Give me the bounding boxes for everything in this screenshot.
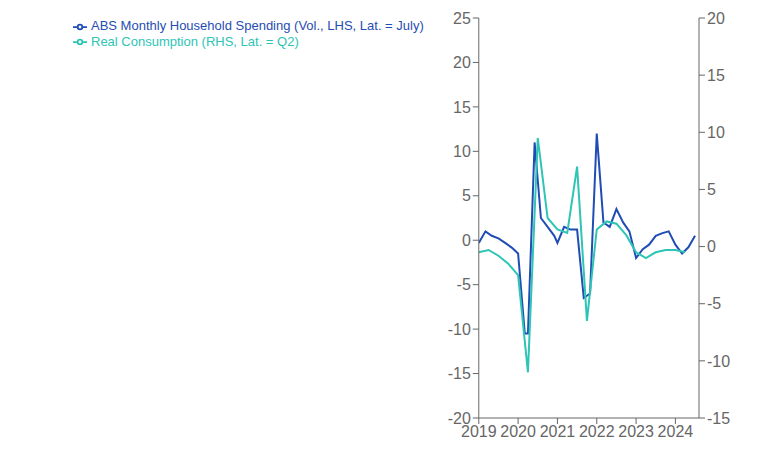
svg-text:-15: -15 — [448, 365, 471, 382]
svg-text:2020: 2020 — [500, 423, 536, 440]
svg-text:-5: -5 — [457, 276, 471, 293]
svg-text:0: 0 — [707, 238, 716, 255]
svg-text:2021: 2021 — [540, 423, 576, 440]
svg-text:2019: 2019 — [461, 423, 497, 441]
svg-text:15: 15 — [453, 99, 471, 116]
svg-text:2023: 2023 — [618, 423, 654, 440]
svg-text:-5: -5 — [707, 295, 721, 312]
svg-text:10: 10 — [707, 124, 725, 141]
svg-text:-15: -15 — [707, 410, 730, 427]
svg-text:15: 15 — [707, 67, 725, 84]
svg-text:-20: -20 — [448, 410, 471, 427]
html-text:ABS Monthly Household Spending: ABS Monthly Household Spending (Vol., LH… — [91, 18, 424, 33]
html-text:Real Consumption (RHS, Lat. =: Real Consumption (RHS, Lat. = Q2) — [91, 33, 299, 49]
svg-text:20: 20 — [453, 54, 471, 71]
svg-text:2024: 2024 — [658, 423, 694, 440]
svg-text:25: 25 — [453, 10, 471, 27]
svg-text:-10: -10 — [707, 353, 730, 370]
svg-text:5: 5 — [707, 181, 716, 198]
svg-text:5: 5 — [462, 187, 471, 204]
svg-text:-10: -10 — [448, 321, 471, 338]
svg-text:2022: 2022 — [579, 423, 615, 440]
svg-text:0: 0 — [462, 232, 471, 249]
svg-text:20: 20 — [707, 10, 725, 27]
svg-text:10: 10 — [453, 143, 471, 160]
